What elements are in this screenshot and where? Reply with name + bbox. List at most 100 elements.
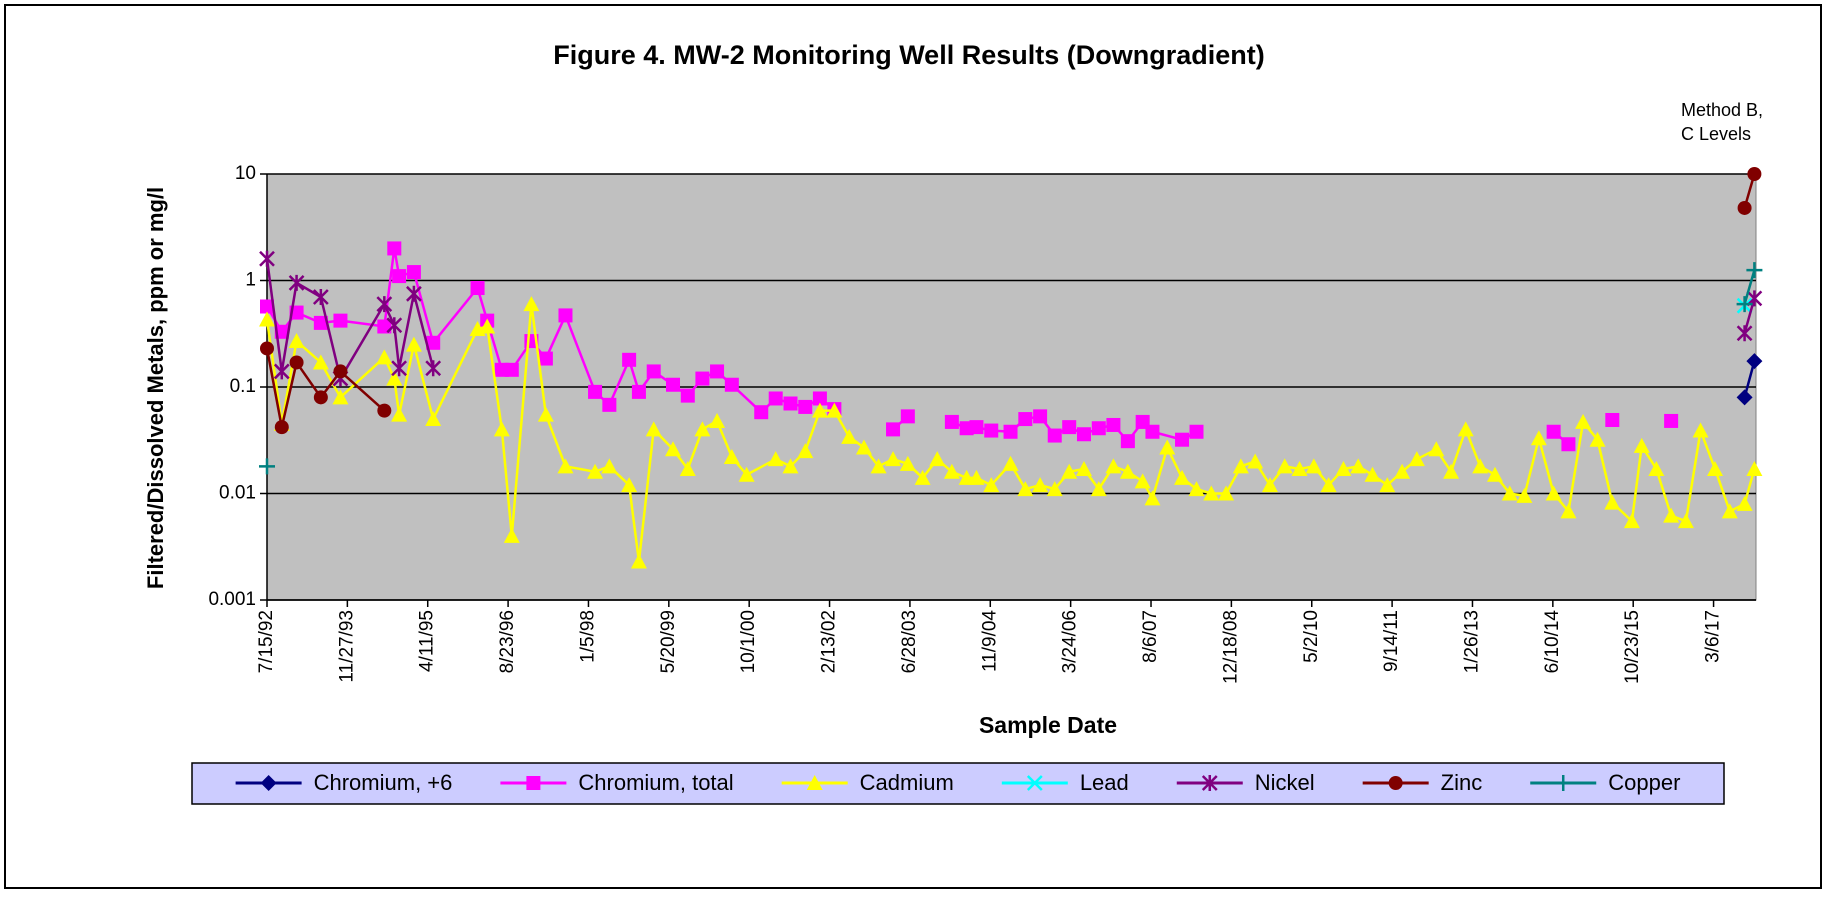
marker <box>694 421 711 437</box>
marker <box>1530 430 1547 446</box>
marker <box>1663 507 1680 523</box>
marker <box>1320 477 1337 493</box>
x-axis-title: Sample Date <box>979 712 1117 738</box>
marker <box>259 458 275 475</box>
marker <box>493 421 510 437</box>
x-tick-label: 12/18/08 <box>1220 610 1241 684</box>
series-line <box>1743 269 1756 305</box>
marker <box>470 281 485 296</box>
marker <box>1218 485 1235 501</box>
marker <box>1747 167 1762 181</box>
marker <box>1516 487 1533 503</box>
marker <box>885 451 902 467</box>
marker <box>387 241 402 256</box>
marker <box>260 341 274 356</box>
marker <box>900 409 915 424</box>
series-line <box>265 302 1756 563</box>
legend-label: Copper <box>1608 770 1680 795</box>
marker <box>1648 460 1665 476</box>
marker <box>1062 420 1077 435</box>
legend-label: Nickel <box>1255 770 1315 795</box>
x-tick-label: 8/23/96 <box>497 610 518 673</box>
marker <box>1018 412 1033 427</box>
marker <box>1075 460 1092 476</box>
marker <box>1721 503 1738 519</box>
marker <box>1394 463 1411 479</box>
marker <box>1120 434 1135 449</box>
marker <box>899 455 916 471</box>
x-tick-label: 10/23/15 <box>1622 610 1643 684</box>
legend: Chromium, +6 Chromium, total Cadmium Lead Ni… <box>191 762 1725 805</box>
marker <box>1364 466 1381 482</box>
marker <box>425 360 442 377</box>
marker <box>260 775 277 791</box>
marker <box>288 333 305 349</box>
marker <box>273 363 290 380</box>
legend-label: Zinc <box>1441 770 1483 795</box>
marker <box>826 402 843 418</box>
marker <box>645 421 662 437</box>
marker <box>870 458 887 474</box>
marker <box>1247 453 1264 469</box>
marker <box>1560 503 1577 519</box>
chart-title: Figure 4. MW-2 Monitoring Well Results (… <box>553 40 1264 70</box>
marker <box>1545 485 1562 501</box>
marker <box>768 391 783 406</box>
x-tick-label: 3/6/17 <box>1703 610 1724 663</box>
marker <box>767 451 784 467</box>
marker <box>621 477 638 493</box>
marker <box>333 364 348 379</box>
marker <box>943 463 960 479</box>
y-tick-label: 10 <box>235 163 256 184</box>
legend-item: Chromium, +6 <box>235 770 452 795</box>
legend-item: Chromium, total <box>500 770 734 795</box>
marker <box>929 451 946 467</box>
marker <box>1091 421 1106 436</box>
marker <box>1443 463 1460 479</box>
series-line <box>265 258 435 380</box>
y-tick-label: 1 <box>245 270 256 291</box>
marker <box>723 449 740 465</box>
marker <box>782 458 799 474</box>
marker <box>631 384 646 399</box>
marker <box>259 250 275 267</box>
marker <box>313 315 328 330</box>
marker <box>1188 481 1205 497</box>
marker <box>425 411 442 427</box>
marker <box>289 355 304 370</box>
marker <box>1737 200 1752 215</box>
legend-item: Zinc <box>1362 770 1483 795</box>
marker <box>1076 427 1091 442</box>
marker <box>377 403 392 418</box>
marker <box>1428 441 1445 457</box>
marker <box>1159 439 1176 455</box>
marker <box>1203 485 1220 501</box>
marker <box>968 469 985 485</box>
marker <box>1175 432 1190 447</box>
marker <box>811 402 828 418</box>
marker <box>1106 417 1121 432</box>
x-tick-label: 5/20/99 <box>658 610 679 673</box>
series-line <box>265 348 386 429</box>
marker <box>588 384 603 399</box>
legend-label: Lead <box>1080 770 1129 795</box>
marker <box>1189 424 1204 439</box>
marker <box>1145 424 1160 439</box>
marker <box>1105 458 1122 474</box>
marker <box>386 370 403 386</box>
x-tick-label: 11/9/04 <box>979 610 1000 672</box>
marker <box>1261 477 1278 493</box>
marker <box>333 313 348 328</box>
y-tick-label: 0.1 <box>230 376 256 397</box>
marker <box>1144 490 1161 506</box>
marker <box>523 296 540 312</box>
x-tick-label: 8/6/07 <box>1140 610 1161 663</box>
marker <box>841 428 858 444</box>
marker <box>1486 466 1503 482</box>
marker <box>526 776 541 790</box>
marker <box>622 352 637 367</box>
annotation: Method B, <box>1681 100 1763 120</box>
marker <box>1457 421 1474 437</box>
